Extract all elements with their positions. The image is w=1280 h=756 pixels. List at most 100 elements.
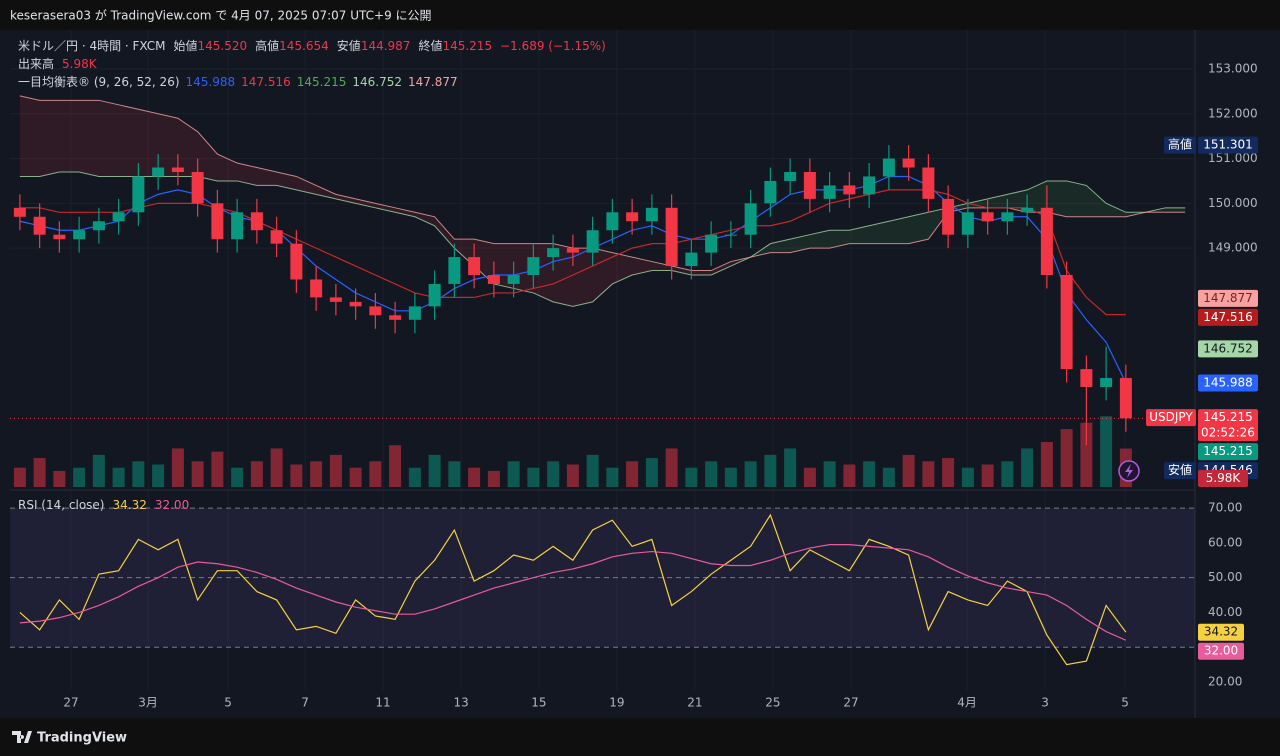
candle-body: [606, 212, 619, 231]
price-badge-text: 145.215: [1203, 444, 1253, 458]
x-tick-label: 7: [301, 696, 309, 710]
cloud-segment: [790, 234, 810, 253]
cloud-segment: [612, 252, 633, 284]
volume-bar: [586, 454, 599, 487]
candle-body: [73, 230, 86, 240]
cloud-segment: [572, 248, 593, 307]
volume-bar: [468, 467, 481, 487]
candle-body: [527, 257, 540, 276]
rsi-line: [19, 513, 1127, 666]
candle-body: [33, 216, 46, 235]
cloud-segment: [691, 270, 712, 276]
volume-bar: [882, 467, 895, 487]
cloud-segment: [849, 225, 870, 244]
x-tick-label: 4月: [957, 696, 977, 710]
volume-bar: [981, 464, 994, 487]
y-tick-label: 20.00: [1208, 675, 1242, 689]
candle-body: [270, 230, 283, 244]
countdown: 02:52:26: [1201, 426, 1255, 440]
candle-body: [290, 243, 303, 280]
candle-body: [863, 176, 876, 195]
x-tick-label: 5: [1121, 696, 1129, 710]
candle-body: [645, 207, 658, 222]
y-tick-label: 50.00: [1208, 570, 1242, 584]
cloud-segment: [276, 171, 297, 190]
candle-body: [152, 167, 165, 177]
x-tick-label: 3: [1041, 696, 1049, 710]
candle-body: [53, 234, 66, 240]
volume-bar: [92, 454, 105, 487]
ohlc-value: 145.520: [198, 39, 248, 53]
volume-bar: [1021, 448, 1034, 487]
candle-body: [329, 297, 342, 302]
candle-body: [1119, 378, 1132, 419]
candle-body: [211, 203, 224, 240]
candle-body: [468, 257, 481, 276]
candle-body: [902, 158, 915, 168]
y-tick-label: 40.00: [1208, 605, 1242, 619]
marks: 149.000 150.000 151.000 152.000 153.000 20.00…: [10, 30, 1258, 690]
price-badge-text: 147.516: [1203, 310, 1253, 324]
cloud-segment: [118, 104, 139, 177]
badge-tag-text: 安値: [1168, 462, 1192, 477]
x-tick-label: 25: [765, 696, 780, 710]
volume-bar: [507, 461, 520, 487]
volume-bar: [211, 451, 224, 487]
rsi-badge-text: 34.32: [1204, 625, 1238, 639]
cloud-segment: [256, 167, 277, 186]
volume-bar: [33, 458, 46, 487]
volume-bar: [191, 461, 204, 487]
candle-body: [428, 283, 441, 307]
candle-body: [1040, 207, 1053, 276]
rsi-band: [10, 508, 1195, 648]
cloud-segment: [869, 221, 889, 244]
change: −1.689 (−1.15%): [500, 39, 606, 53]
price-badge-text: 145.988: [1203, 376, 1253, 390]
cloud-segment: [829, 230, 850, 249]
volume-bar: [329, 454, 342, 487]
volume-bar: [1080, 422, 1093, 487]
cloud-segment: [967, 198, 988, 208]
price-badge-text: 151.301: [1203, 138, 1253, 152]
volume-bar: [942, 458, 955, 487]
cloud-segment: [177, 118, 198, 177]
volume-bar: [408, 467, 421, 487]
price-badge: [1198, 443, 1258, 461]
candle-body: [981, 212, 994, 222]
rsi-badge-text: 32.00: [1204, 644, 1238, 658]
rsi-legend: RSI (14, close) 34.32 32.00: [18, 498, 189, 512]
candle-body: [705, 234, 718, 253]
x-tick-label: 27: [843, 696, 858, 710]
candle-body: [961, 212, 974, 235]
candle-body: [369, 306, 382, 316]
volume-bar: [448, 461, 461, 487]
indicator-line: [19, 189, 1126, 316]
candle-body: [112, 212, 125, 222]
price-badge: [1198, 409, 1258, 442]
volume-bar: [863, 461, 876, 487]
volume-bar: [428, 454, 441, 487]
volume-bar: [744, 461, 757, 487]
candle-body: [191, 171, 204, 204]
cloud-segment: [1106, 203, 1126, 217]
volume-bar: [724, 467, 737, 487]
volume-bar: [1001, 461, 1014, 487]
candle-body: [448, 257, 461, 284]
volume-bar: [250, 461, 263, 487]
cloud-segment: [98, 100, 119, 177]
ichimoku-value: 145.988: [186, 75, 236, 89]
volume-bar: [606, 467, 619, 487]
badge-tag: [1164, 136, 1196, 154]
cloud-segment: [19, 95, 40, 177]
x-tick-label: 13: [453, 696, 468, 710]
cloud-segment: [335, 194, 356, 204]
footer: [0, 718, 1280, 756]
cloud-segment: [474, 239, 494, 284]
cloud-line: [19, 171, 1186, 307]
volume-bar: [1060, 429, 1073, 487]
rsi-ma-value: 32.00: [155, 498, 189, 512]
volume-bar: [784, 448, 797, 487]
cloud-segment: [1086, 185, 1107, 217]
candle-body: [843, 185, 856, 195]
ohlc-label: 高値: [255, 38, 279, 53]
